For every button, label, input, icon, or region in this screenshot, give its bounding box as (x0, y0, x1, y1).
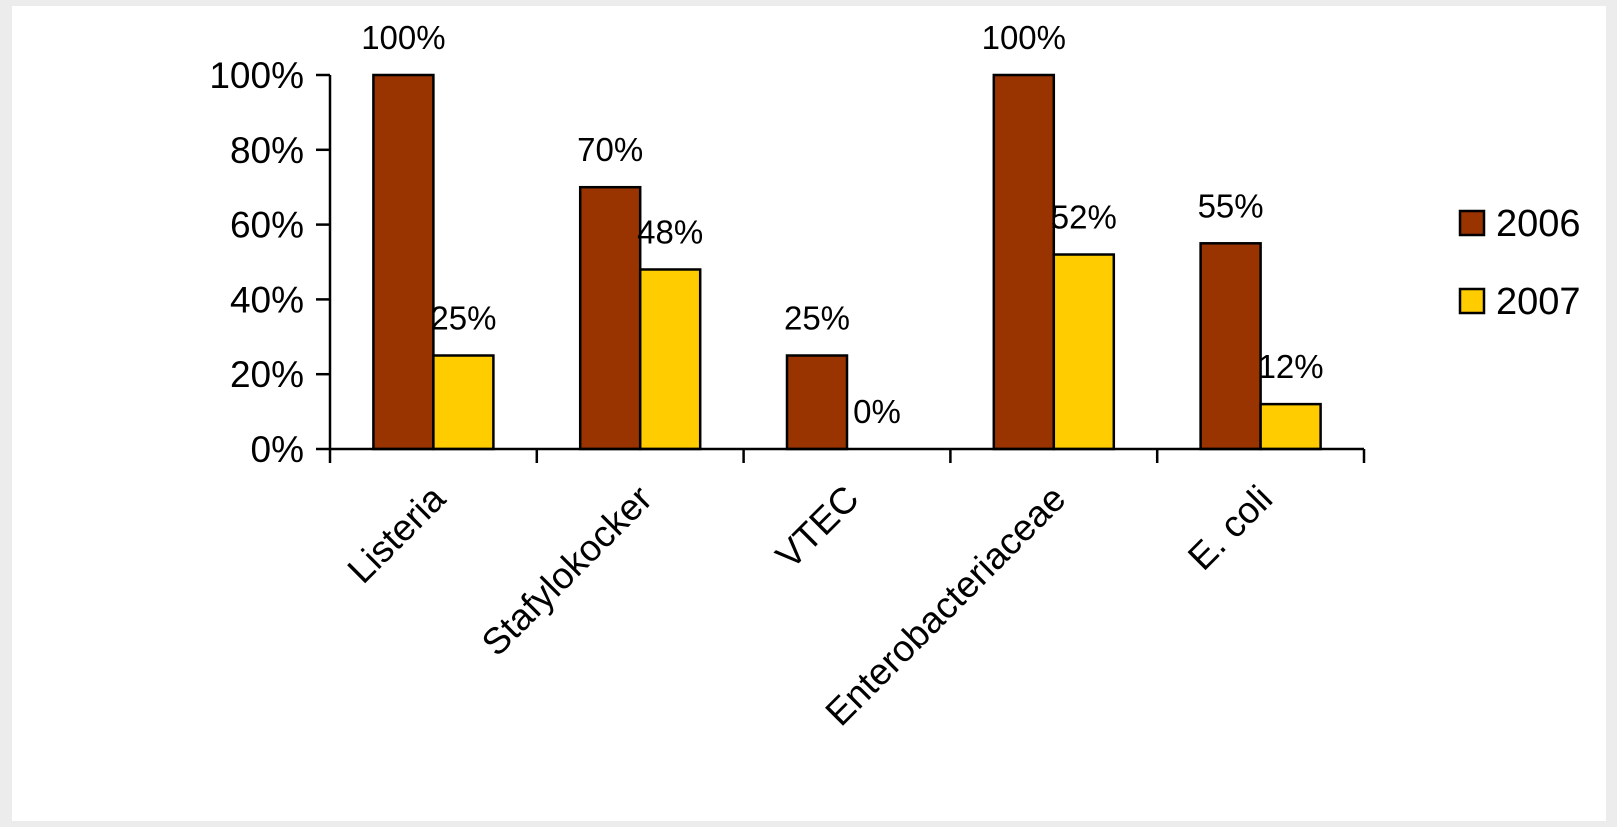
y-axis-title: Positive samples (138, 123, 179, 401)
bar-2007-enterobacteriaceae (1052, 253, 1116, 451)
category-label-1: Stafylokocker (474, 478, 660, 664)
data-label-2007-4: 12% (1258, 348, 1324, 385)
data-label-2006-2: 25% (784, 300, 850, 337)
bar-2007-e-coli (1259, 402, 1322, 451)
data-label-2006-4: 55% (1198, 187, 1264, 224)
y-axis-title-group: Positive samples (138, 123, 179, 401)
bar-2006-e-coli (1199, 242, 1262, 451)
data-label-2006-1: 70% (577, 131, 643, 168)
legend: 2006 2007 (1458, 203, 1581, 323)
legend-label-2006: 2006 (1496, 203, 1581, 245)
bar-2007-stafylokocker (638, 268, 702, 451)
bar-2007-listeria (432, 354, 495, 451)
y-tick-label: 20% (230, 354, 304, 395)
bar-2006-enterobacteriaceae (992, 73, 1056, 451)
data-label-2006-3: 100% (982, 19, 1066, 56)
legend-swatch-2006 (1458, 209, 1486, 237)
bar-2006-stafylokocker (578, 185, 642, 451)
legend-label-2007: 2007 (1496, 281, 1581, 323)
category-label-2: VTEC (768, 478, 867, 577)
data-label-2006-0: 100% (361, 19, 445, 56)
data-label-2007-1: 48% (637, 213, 703, 250)
y-tick-label: 60% (230, 205, 304, 246)
bar-2006-listeria (372, 73, 435, 451)
legend-swatch-2007 (1458, 287, 1486, 315)
axes-group: 0% 20% 40% 60% 80% 100% (209, 55, 1366, 470)
bar-2006-vtec (785, 354, 849, 451)
y-tick-label: 80% (230, 130, 304, 171)
data-label-2007-3: 52% (1051, 199, 1117, 236)
data-label-2007-2: 0% (853, 393, 901, 430)
data-label-2007-0: 25% (430, 300, 496, 337)
y-tick-label: 100% (209, 55, 304, 96)
bars-group (372, 73, 1322, 451)
category-label-0: Listeria (340, 477, 454, 591)
y-tick-label: 40% (230, 279, 304, 320)
y-tick-label: 0% (251, 429, 304, 470)
category-label-4: E. coli (1180, 478, 1280, 578)
